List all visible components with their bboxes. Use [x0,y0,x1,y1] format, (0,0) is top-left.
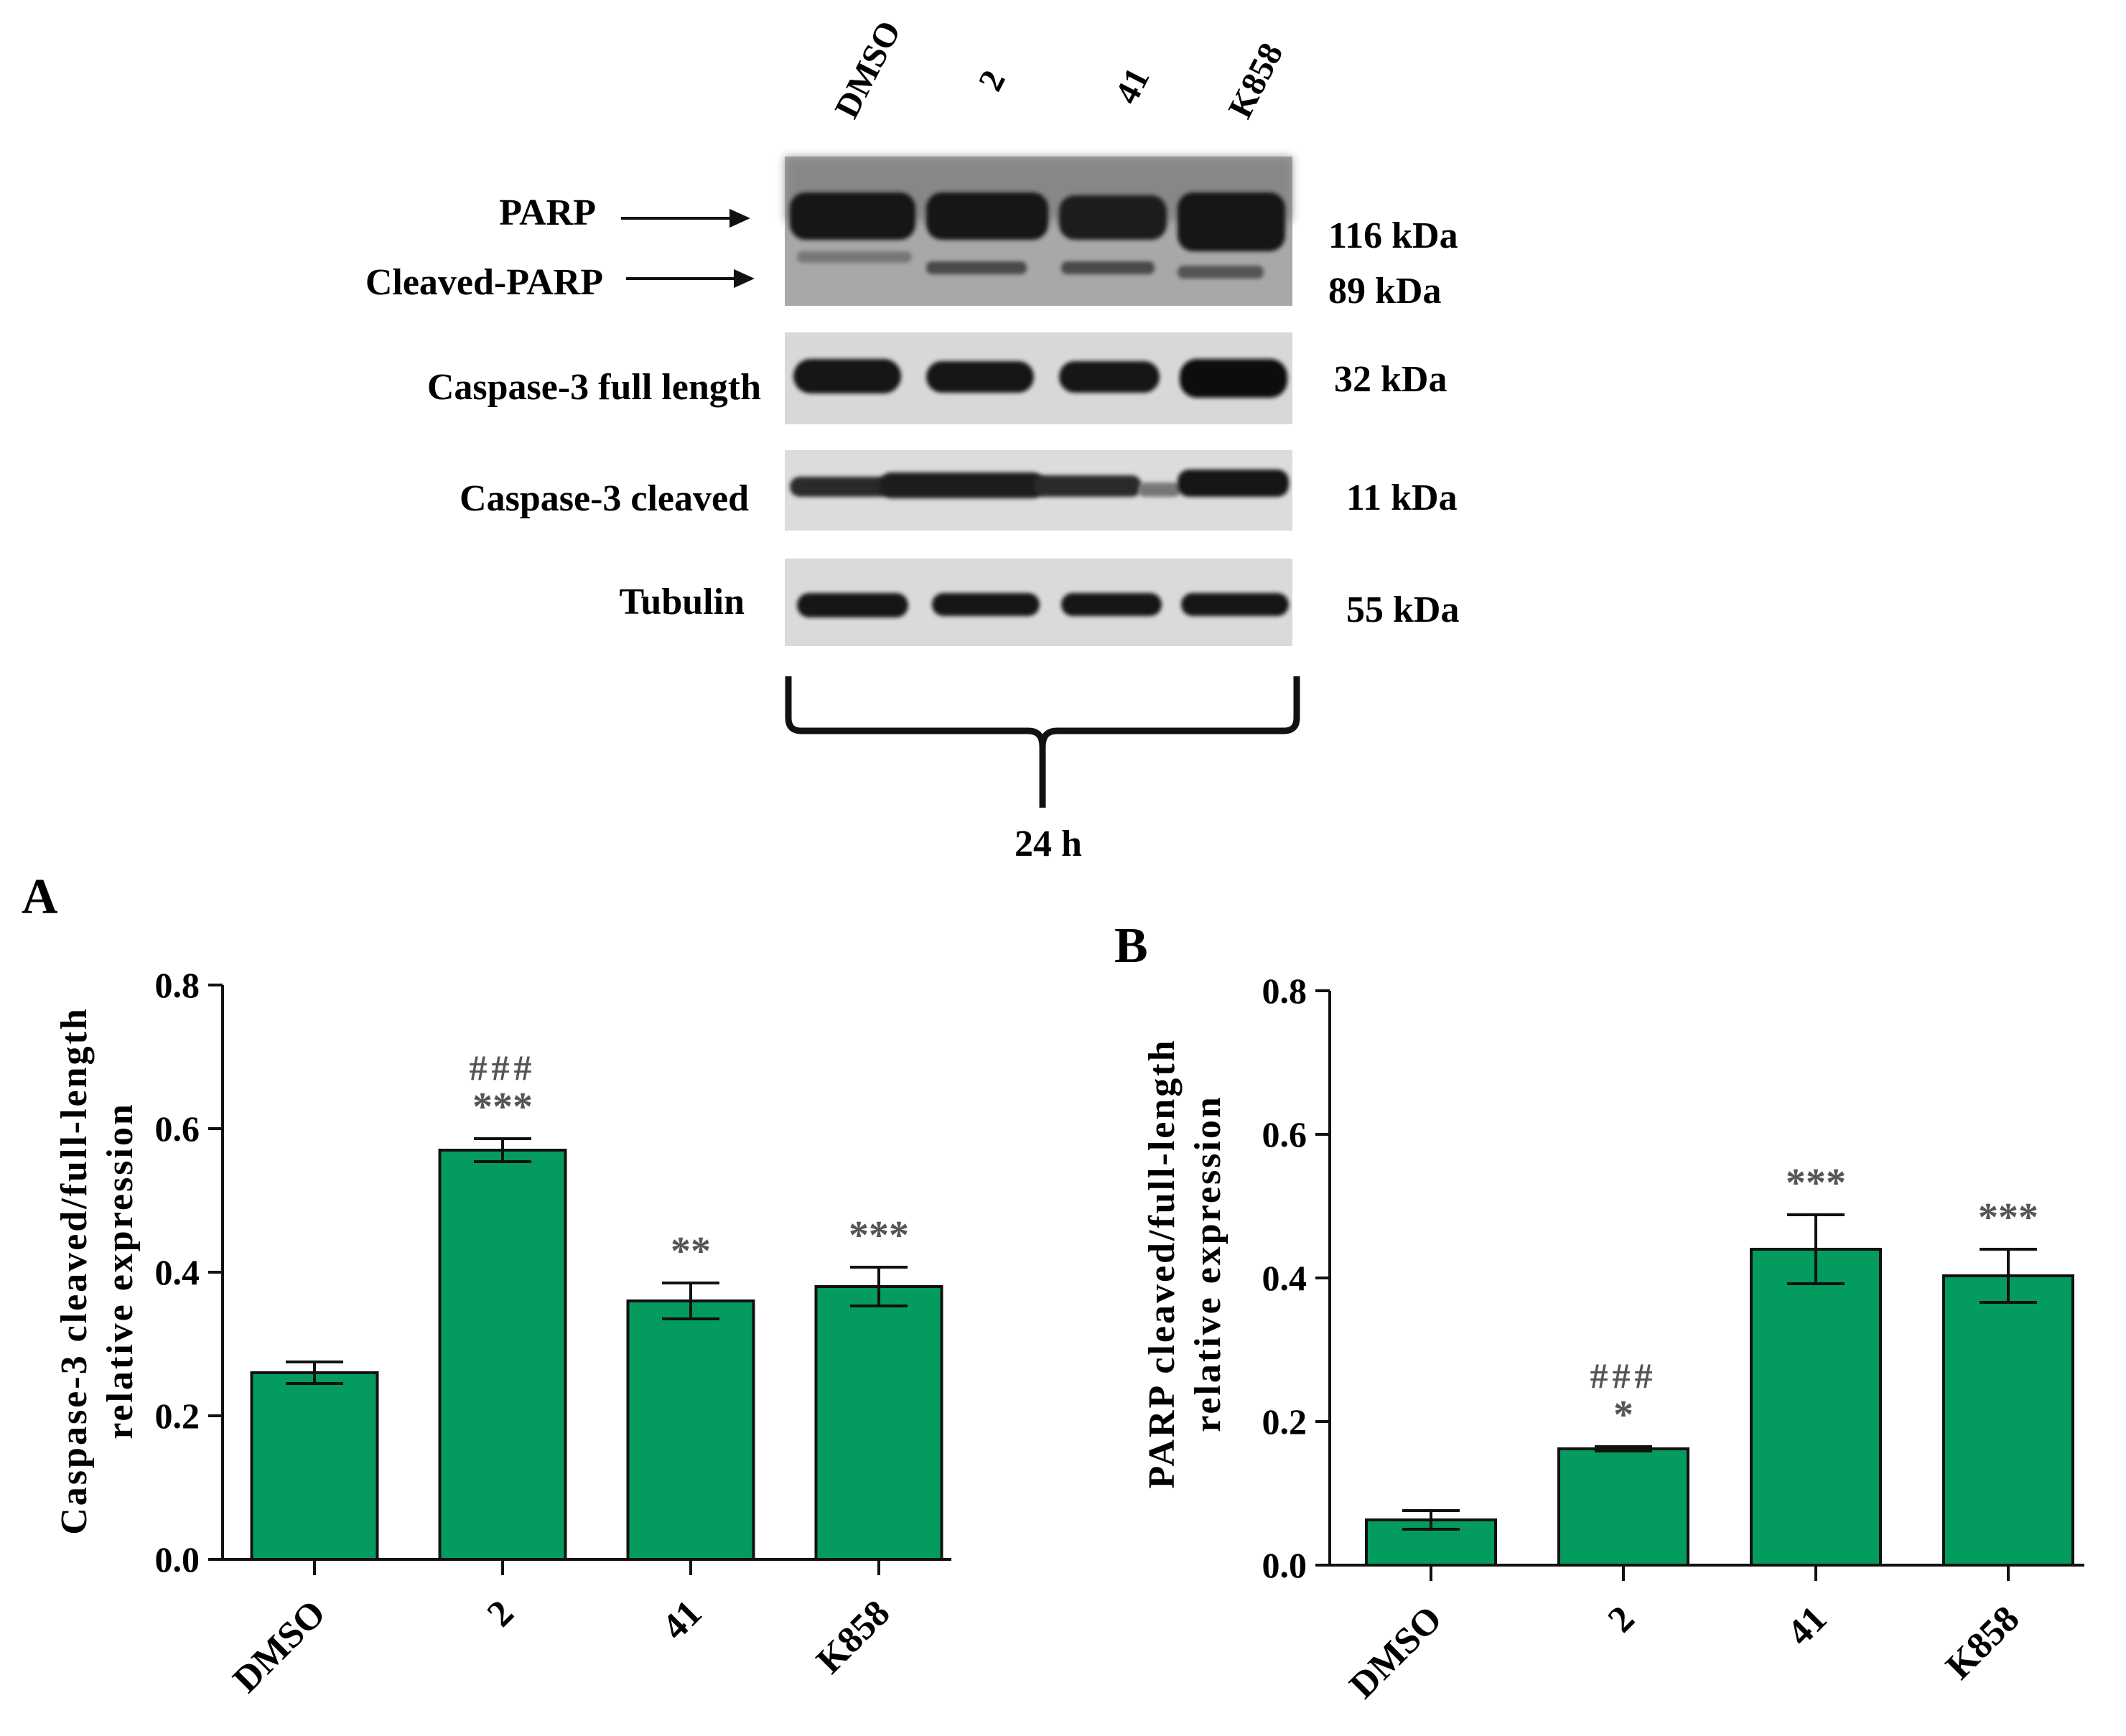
significance-label: ** [671,1229,711,1274]
lane-label: DMSO [828,15,909,124]
timepoint-bracket [785,676,1300,808]
x-tick-label: K858 [1938,1598,2027,1687]
lane-label: 2 [971,65,1013,97]
y-tick-label: 0.8 [155,965,200,1005]
arrow-icon [621,208,750,228]
blot-row-label: Tubulin [620,582,745,622]
molecular-weight-label: 55 kDa [1346,589,1459,630]
y-tick-label: 0.0 [155,1539,200,1579]
western-blot-panel: DMSO 2 41 K858 [365,15,1460,864]
bar-chart-a: A Caspase-3 cleaved/full-length relative… [22,869,951,1701]
bar [250,1371,379,1561]
y-tick-label: 0.0 [1262,1545,1307,1585]
significance-label: * [1613,1393,1633,1437]
error-bar [1980,1248,2037,1304]
molecular-weight-label: 11 kDa [1346,477,1458,518]
molecular-weight-label: 116 kDa [1328,215,1458,256]
x-tick-label: DMSO [225,1592,334,1701]
x-tick-label: 2 [480,1592,522,1635]
bar [1750,1248,1882,1567]
error-bar [662,1282,719,1320]
significance-label: *** [1786,1161,1846,1205]
y-tick-label: 0.6 [1262,1114,1307,1154]
significance-label: ### [1590,1355,1657,1396]
blot-row-label: Caspase-3 full length [427,367,761,408]
molecular-weight-label: 32 kDa [1334,359,1447,400]
panel-label: A [22,869,58,925]
bar-chart-b: B PARP cleaved/full-length relative expr… [1114,918,2084,1707]
y-axis-title-line: relative expression [100,1102,141,1439]
blot-strip-tubulin [785,559,1292,646]
bar [1942,1274,2074,1567]
plot-area: 0.0 0.2 0.4 0.6 0.8 DMSO 2 ###* 41 *** K858 *** [1262,971,2084,1707]
x-tick-label: 2 [1600,1598,1643,1641]
y-tick-label: 0.6 [155,1109,200,1149]
error-bar [1787,1213,1845,1285]
x-tick-label: 41 [654,1592,709,1648]
bar [1557,1447,1689,1567]
x-tick-label: 41 [1779,1598,1834,1653]
timepoint-label: 24 h [1015,823,1082,864]
blot-strip-parp [785,157,1292,306]
y-tick-label: 0.4 [155,1252,200,1292]
y-axis-title-line: PARP cleaved/full-length [1142,1038,1183,1488]
y-axis-title: Caspase-3 cleaved/full-length relative e… [54,1007,141,1535]
arrow-icon [626,269,755,289]
y-tick-label: 0.2 [1262,1401,1307,1442]
lane-label: 41 [1108,62,1157,110]
y-axis-title-line: Caspase-3 cleaved/full-length [54,1007,95,1535]
x-tick-label: K858 [808,1592,898,1681]
bar [438,1149,567,1561]
bar [626,1299,755,1561]
bar [814,1285,943,1561]
significance-label: *** [472,1085,533,1129]
y-tick-label: 0.4 [1262,1258,1307,1298]
error-bar [1595,1445,1652,1452]
error-bar [286,1361,343,1385]
y-axis-title-line: relative expression [1188,1095,1228,1432]
significance-label: ### [470,1047,536,1088]
x-tick-label: DMSO [1342,1598,1450,1707]
error-bar [850,1266,908,1307]
blot-strip-caspase3-full [785,332,1292,424]
molecular-weight-label: 89 kDa [1328,271,1441,312]
y-tick-label: 0.8 [1262,971,1307,1011]
panel-label: B [1114,918,1148,974]
error-bar [1402,1509,1460,1531]
significance-label: *** [1978,1195,2038,1240]
lane-label: K858 [1221,37,1291,124]
blot-row-label: Caspase-3 cleaved [460,478,749,519]
y-tick-label: 0.2 [155,1396,200,1436]
blot-row-label: Cleaved-PARP [365,262,603,303]
blot-strip-caspase3-cleaved [785,450,1292,531]
error-bar [474,1137,531,1163]
significance-label: *** [849,1213,909,1258]
y-axis-title: PARP cleaved/full-length relative expres… [1142,1038,1228,1488]
blot-row-label: PARP [499,192,596,233]
